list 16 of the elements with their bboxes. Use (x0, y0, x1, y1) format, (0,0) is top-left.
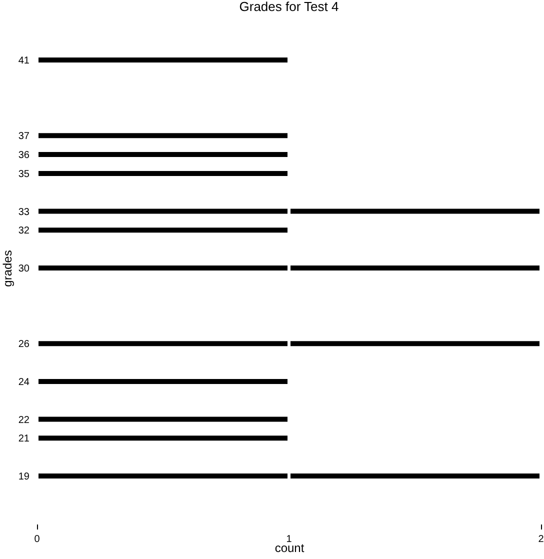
y-tick-label: 32 (18, 226, 30, 237)
y-tick-label: 35 (18, 168, 30, 180)
y-tick-label: 37 (18, 131, 30, 142)
x-tick-label: 2 (538, 534, 544, 545)
y-tick-label: 19 (18, 472, 30, 482)
x-tick-label: 0 (34, 534, 40, 545)
y-tick-label: 21 (18, 434, 30, 445)
y-tick-label: 24 (18, 376, 30, 388)
y-tick-label: 33 (18, 206, 30, 218)
chart-title: Grades for Test 4 (239, 0, 339, 14)
y-tick-label: 36 (18, 150, 30, 162)
y-tick-label: 41 (18, 56, 30, 66)
y-tick-label: 22 (18, 414, 30, 426)
y-tick-label: 26 (18, 339, 30, 350)
y-axis-title: grades (0, 250, 14, 287)
y-tick-label: 30 (18, 264, 30, 274)
